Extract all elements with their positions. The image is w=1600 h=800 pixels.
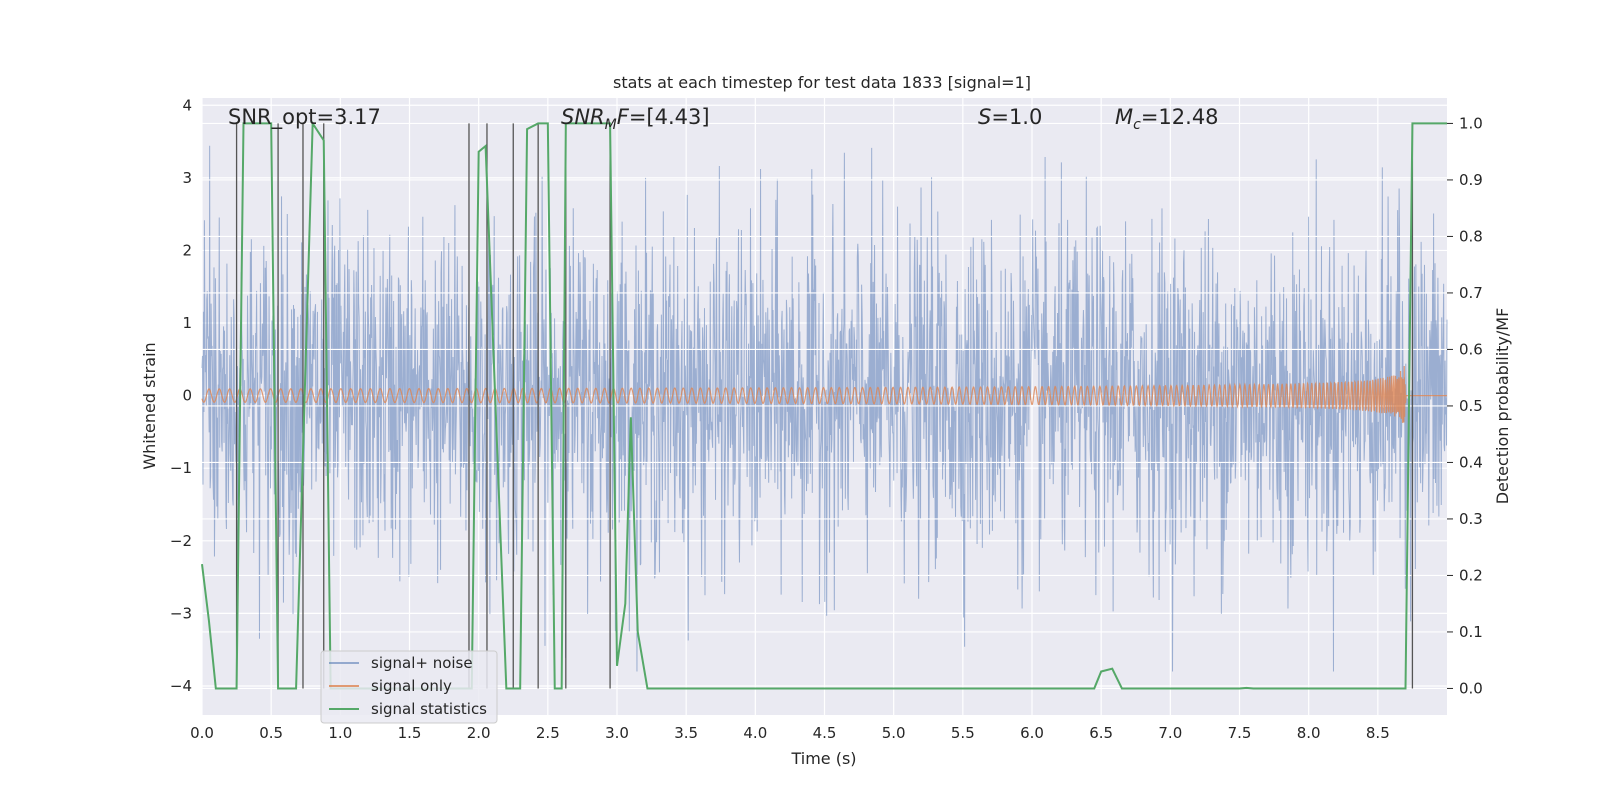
- x-tick-label: 6.5: [1089, 724, 1113, 742]
- x-tick-label: 0.5: [259, 724, 283, 742]
- y2-tick-label: 0.5: [1459, 397, 1483, 415]
- y2-tick-label: 0.8: [1459, 227, 1483, 245]
- y-tick-label: −3: [170, 604, 192, 622]
- x-tick-label: 8.5: [1366, 724, 1390, 742]
- signal-noise-line: [201, 145, 1448, 672]
- signal-only-series: [201, 365, 1447, 423]
- x-tick-label: 0.0: [190, 724, 214, 742]
- y-tick-label: −2: [170, 532, 192, 550]
- x-tick-label: 5.0: [882, 724, 906, 742]
- x-tick-label: 7.0: [1158, 724, 1182, 742]
- legend-label-stats: signal statistics: [371, 700, 487, 718]
- y2-tick-label: 0.6: [1459, 340, 1483, 358]
- y2-tick-label: 0.3: [1459, 510, 1483, 528]
- y2-axis-ticks: 1.0 0.9 0.8 0.7 0.6 0.5 0.4 0.3 0.2 0.1 0.0: [1447, 114, 1483, 697]
- legend: signal+ noise signal only signal statist…: [320, 650, 498, 724]
- y2-tick-label: 0.7: [1459, 284, 1483, 302]
- x-tick-label: 5.5: [951, 724, 975, 742]
- x-axis-ticks: 0.0 0.5 1.0 1.5 2.0 2.5 3.0 3.5 4.0 4.5 5.0 5.5 6.0 6…: [190, 724, 1390, 742]
- signal-only-line: [201, 365, 1447, 423]
- legend-label-noise: signal+ noise: [371, 654, 473, 672]
- signal-statistics-line: [201, 120, 1447, 690]
- y2-tick-label: 1.0: [1459, 114, 1483, 132]
- x-tick-label: 2.5: [536, 724, 560, 742]
- legend-label-signal: signal only: [371, 677, 452, 695]
- y-axis-ticks: 4 3 2 1 0 −1 −2 −3 −4: [170, 96, 192, 695]
- y-tick-label: 2: [182, 241, 192, 259]
- mc-annotation: Mc=12.48: [1115, 105, 1219, 133]
- y2-axis-label: Detection probability/MF: [1493, 308, 1512, 505]
- snr-mf-annotation: SNRMF=[4.43]: [561, 105, 710, 133]
- x-tick-label: 6.0: [1020, 724, 1044, 742]
- x-tick-label: 1.0: [328, 724, 352, 742]
- y-tick-label: −4: [170, 677, 192, 695]
- x-tick-label: 2.0: [467, 724, 491, 742]
- x-tick-label: 8.0: [1297, 724, 1321, 742]
- y-tick-label: 1: [182, 314, 192, 332]
- y-tick-label: −1: [170, 459, 192, 477]
- y2-tick-label: 0.9: [1459, 171, 1483, 189]
- y-tick-label: 0: [182, 387, 192, 405]
- x-tick-label: 3.5: [674, 724, 698, 742]
- y-axis-label: Whitened strain: [140, 342, 159, 469]
- x-tick-label: 7.5: [1228, 724, 1252, 742]
- y2-tick-label: 0.4: [1459, 453, 1483, 471]
- y-tick-label: 4: [182, 96, 192, 114]
- vertical-markers: [235, 123, 1414, 689]
- y2-tick-label: 0.2: [1459, 566, 1483, 584]
- legend-box: [320, 650, 498, 724]
- s-annotation: S=1.0: [978, 105, 1042, 129]
- snr-opt-annotation: SNR_opt=3.17: [228, 105, 381, 130]
- chart-title: stats at each timestep for test data 183…: [613, 73, 1031, 92]
- signal-statistics-series: [201, 120, 1447, 690]
- x-tick-label: 4.0: [743, 724, 767, 742]
- x-tick-label: 4.5: [813, 724, 837, 742]
- y2-tick-label: 0.0: [1459, 679, 1483, 697]
- y-tick-label: 3: [182, 169, 192, 187]
- x-tick-label: 1.5: [398, 724, 422, 742]
- x-axis-label: Time (s): [790, 749, 856, 768]
- x-tick-label: 3.0: [605, 724, 629, 742]
- y2-tick-label: 0.1: [1459, 623, 1483, 641]
- signal-noise-series: [201, 145, 1448, 672]
